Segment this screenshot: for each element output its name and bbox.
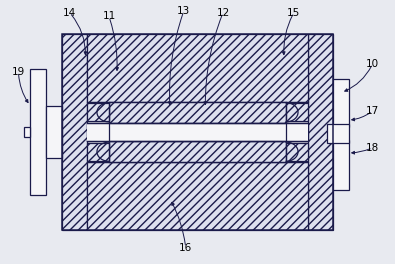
Text: 11: 11 bbox=[102, 11, 116, 21]
Bar bbox=[62, 34, 87, 230]
Bar bbox=[87, 123, 308, 141]
Bar bbox=[87, 102, 308, 162]
Bar bbox=[30, 69, 46, 195]
Text: 12: 12 bbox=[216, 7, 230, 17]
Bar bbox=[286, 103, 308, 121]
Bar bbox=[327, 124, 349, 143]
Text: 14: 14 bbox=[63, 7, 76, 17]
Bar bbox=[46, 106, 62, 158]
Bar bbox=[333, 140, 349, 190]
Bar bbox=[286, 123, 308, 141]
Bar bbox=[333, 79, 349, 127]
Bar bbox=[308, 34, 333, 230]
Bar bbox=[109, 102, 286, 123]
Text: 18: 18 bbox=[366, 143, 379, 153]
Text: 19: 19 bbox=[12, 67, 25, 77]
Bar bbox=[87, 34, 308, 102]
Bar bbox=[286, 143, 308, 161]
Text: 16: 16 bbox=[179, 243, 192, 253]
Text: 17: 17 bbox=[366, 106, 379, 116]
Text: 15: 15 bbox=[287, 7, 301, 17]
Bar bbox=[62, 34, 333, 230]
Bar bbox=[24, 127, 30, 137]
Bar bbox=[87, 103, 109, 121]
Text: 13: 13 bbox=[177, 6, 190, 16]
Bar bbox=[87, 123, 109, 141]
Bar bbox=[87, 143, 109, 161]
Bar bbox=[109, 141, 286, 162]
Bar bbox=[87, 162, 308, 230]
Text: 10: 10 bbox=[366, 59, 379, 69]
